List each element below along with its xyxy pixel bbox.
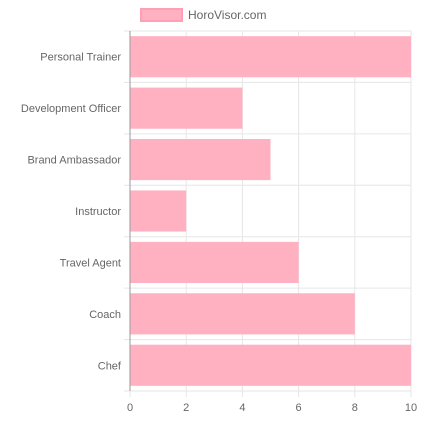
category-label: Coach xyxy=(89,309,121,321)
bar[interactable] xyxy=(130,241,299,283)
category-label: Personal Trainer xyxy=(40,52,121,64)
category-label: Brand Ambassador xyxy=(27,155,121,167)
category-label: Chef xyxy=(98,360,122,372)
bar[interactable] xyxy=(130,139,271,181)
x-tick-label: 8 xyxy=(352,402,358,414)
bar[interactable] xyxy=(130,190,187,232)
bars xyxy=(130,36,411,386)
legend-label: HoroVisor.com xyxy=(188,8,266,22)
x-tick-label: 2 xyxy=(183,402,189,414)
y-axis-labels: Personal Trainer Development Officer Brand… xyxy=(21,52,122,373)
x-tick-label: 0 xyxy=(127,402,133,414)
x-tick-label: 10 xyxy=(405,402,417,414)
bar[interactable] xyxy=(130,344,411,386)
legend-swatch xyxy=(140,8,183,22)
category-label: Travel Agent xyxy=(60,257,121,269)
bar[interactable] xyxy=(130,87,243,129)
category-label: Instructor xyxy=(75,206,121,218)
grid-lines xyxy=(124,30,412,397)
x-axis-labels: 0 2 4 6 8 10 xyxy=(127,402,417,414)
bar[interactable] xyxy=(130,293,355,335)
x-tick-label: 4 xyxy=(239,402,245,414)
category-label: Development Officer xyxy=(21,103,121,115)
legend[interactable]: HoroVisor.com xyxy=(140,8,266,22)
bar[interactable] xyxy=(130,36,411,78)
x-tick-label: 6 xyxy=(296,402,302,414)
